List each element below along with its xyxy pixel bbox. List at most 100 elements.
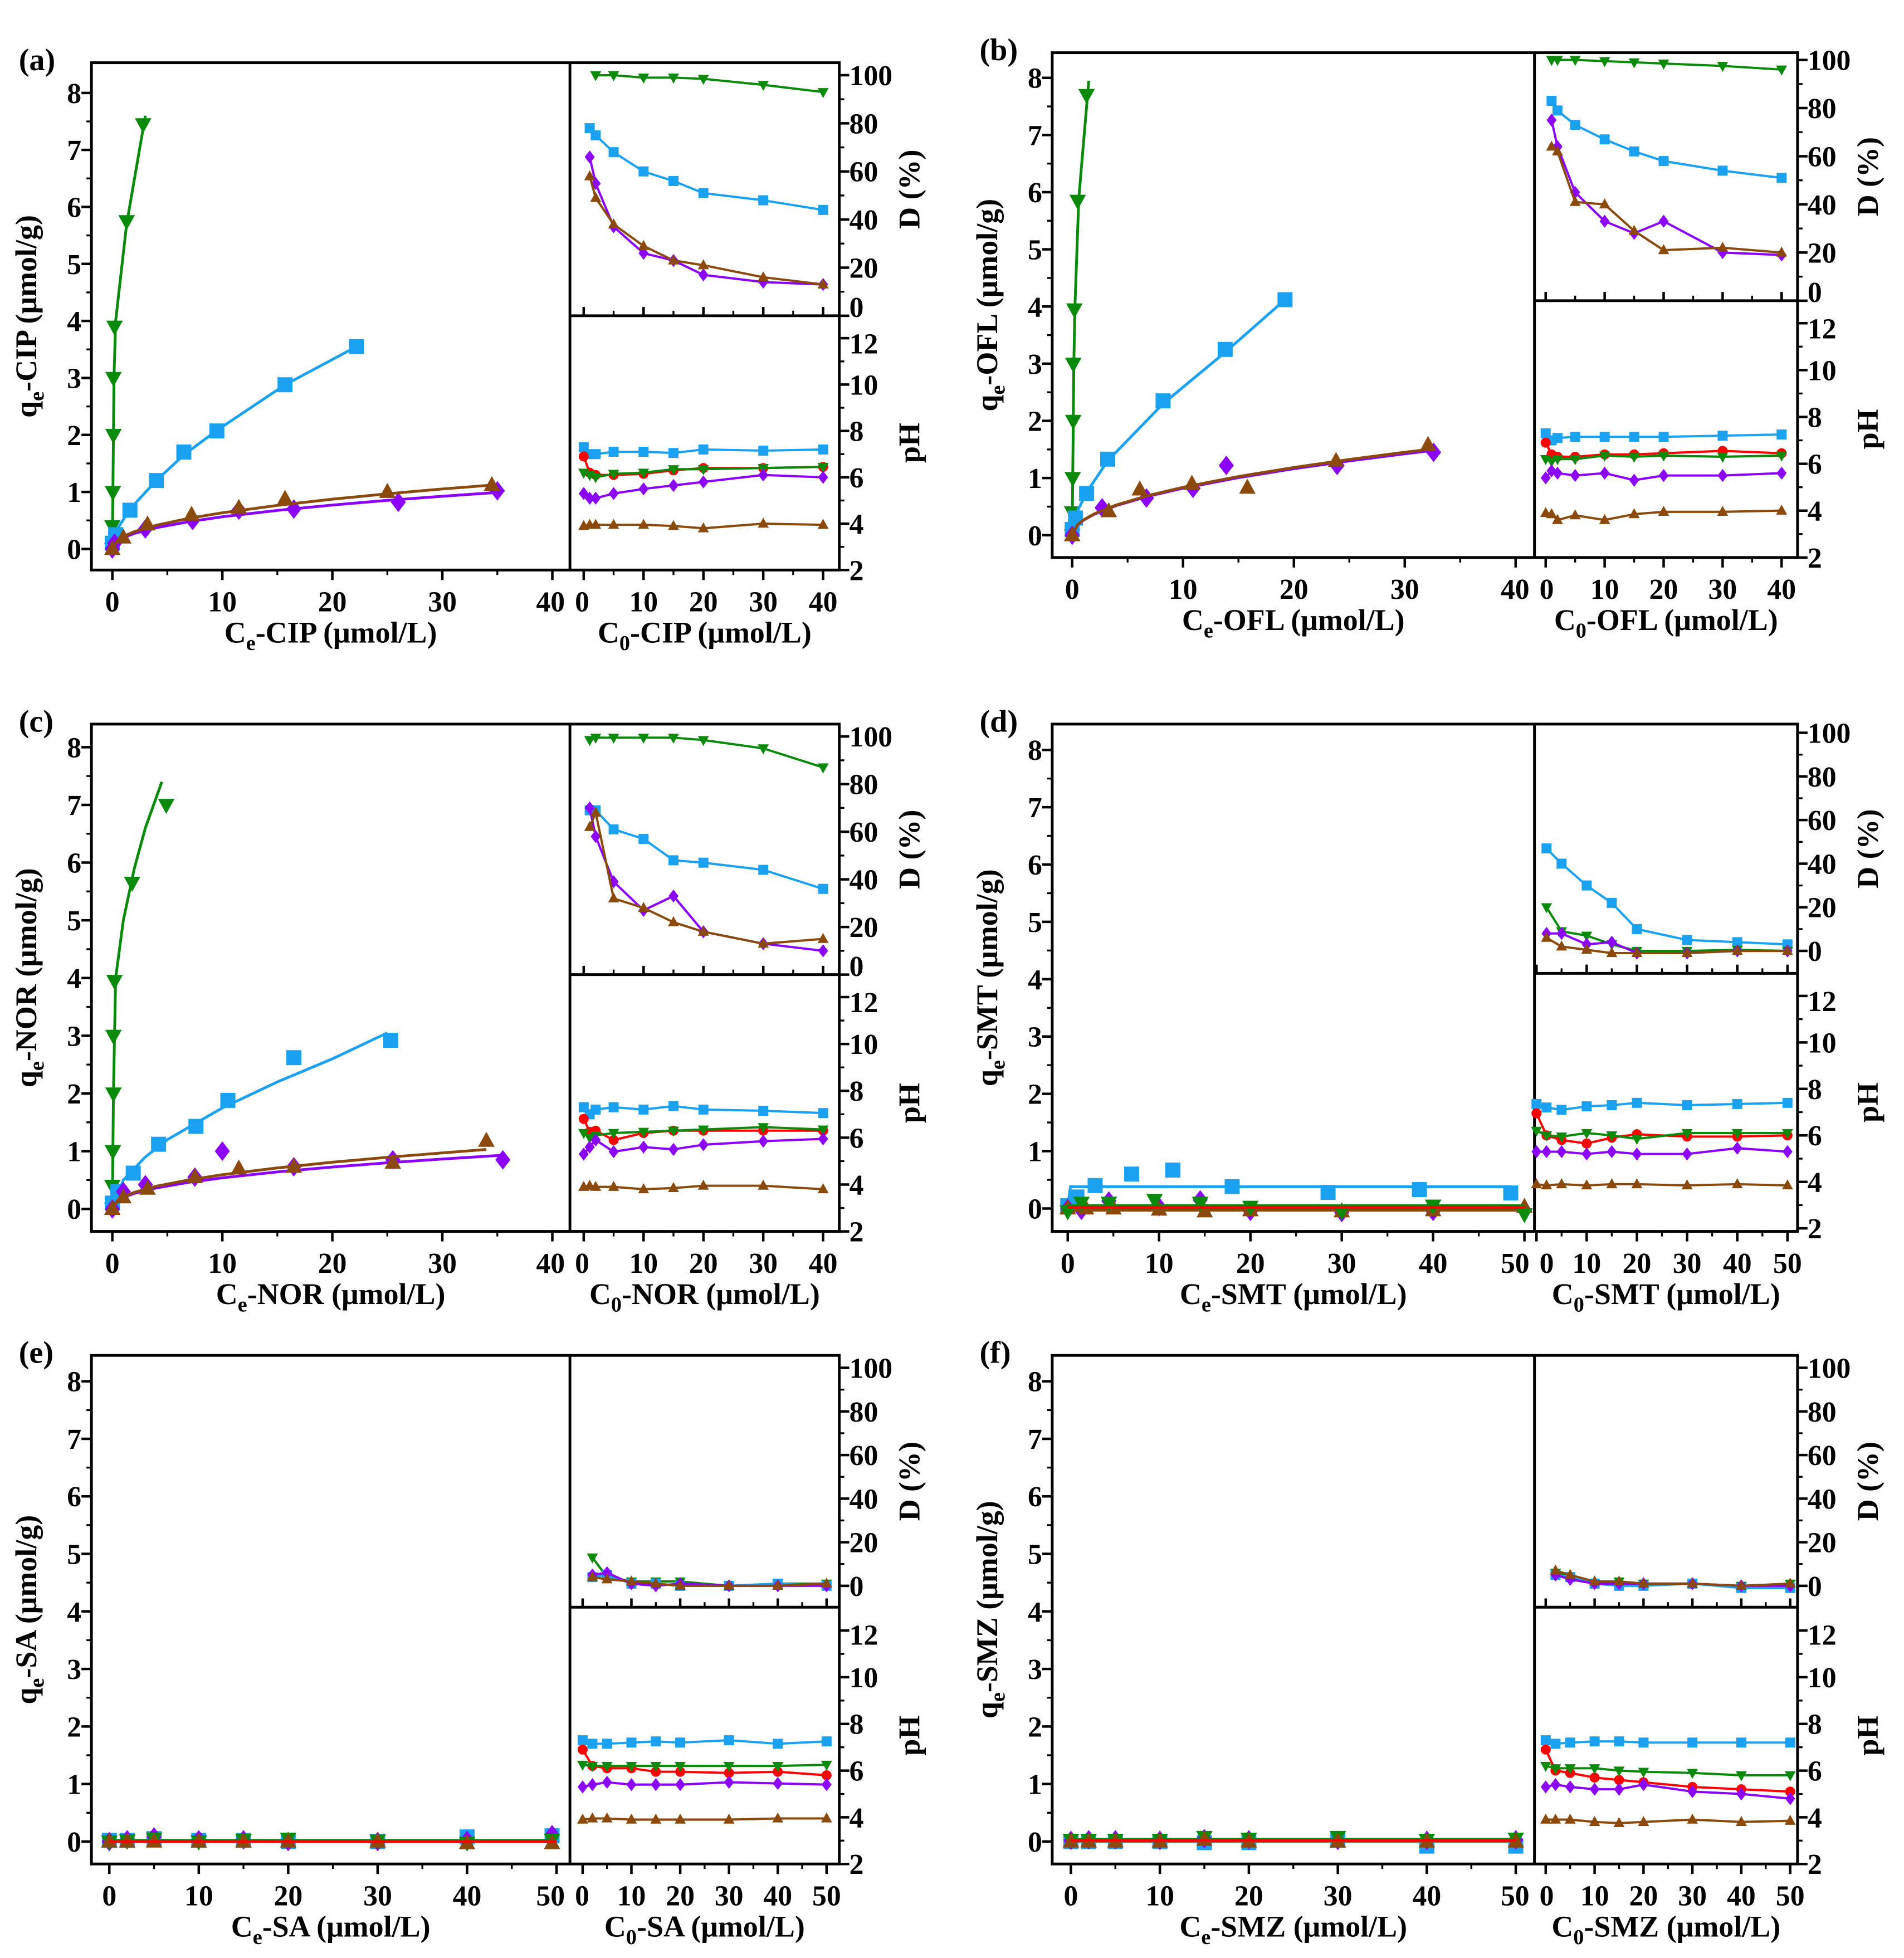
y-tick-label: 10 xyxy=(1808,1027,1837,1059)
x-tick-label: 50 xyxy=(536,1880,565,1912)
axis-label: D (%) xyxy=(893,1442,926,1521)
data-point-marker xyxy=(817,1125,829,1136)
series-line xyxy=(582,1764,827,1767)
data-point-marker xyxy=(1546,508,1558,519)
fit-line xyxy=(1071,448,1438,536)
y-tick-label: 10 xyxy=(850,369,878,401)
data-point-marker xyxy=(638,482,649,496)
data-point-marker xyxy=(1531,1098,1542,1109)
data-point-marker xyxy=(1550,1813,1561,1824)
series-blue-square xyxy=(578,1101,828,1120)
y-tick-label: 100 xyxy=(850,1353,893,1385)
data-point-marker xyxy=(590,473,602,484)
axis-label: qe-NOR (μmol/g) xyxy=(9,868,48,1087)
axis-label-main: C xyxy=(1552,1277,1574,1311)
data-point-marker xyxy=(1632,1147,1642,1161)
data-point-marker xyxy=(176,444,192,460)
axis-label: pH xyxy=(893,1716,926,1756)
data-point-marker xyxy=(1564,1813,1576,1824)
data-point-marker xyxy=(1581,1101,1592,1112)
y-tick-label: 40 xyxy=(1808,189,1837,221)
data-point-marker xyxy=(1613,1817,1625,1828)
data-point-marker xyxy=(1100,1197,1117,1212)
data-point-marker xyxy=(697,736,709,746)
y-tick-label: 7 xyxy=(67,1424,81,1456)
data-point-marker xyxy=(608,1145,619,1159)
axis-label-main: q xyxy=(9,401,43,418)
x-tick-label: 40 xyxy=(809,587,838,618)
data-point-marker xyxy=(1658,468,1669,482)
data-point-marker xyxy=(587,1778,598,1791)
y-tick-label: 40 xyxy=(850,1483,878,1515)
data-point-marker xyxy=(139,1179,156,1195)
y-tick-label: 12 xyxy=(850,328,878,360)
series-line xyxy=(582,1739,827,1745)
data-point-marker xyxy=(1682,1147,1692,1161)
data-point-marker xyxy=(602,1566,612,1580)
axis-label: Ce-SMT (μmol/L) xyxy=(1180,1277,1407,1316)
data-point-marker xyxy=(724,1735,734,1746)
axis-label: C0-SMT (μmol/L) xyxy=(1552,1277,1780,1316)
data-point-marker xyxy=(1541,903,1553,914)
series-line xyxy=(588,809,823,945)
data-point-marker xyxy=(1658,432,1669,442)
data-point-marker xyxy=(650,1761,662,1772)
data-point-marker xyxy=(1556,1178,1568,1189)
y-tick-label: 2 xyxy=(1808,1849,1822,1881)
data-point-marker xyxy=(590,1180,602,1191)
data-point-marker xyxy=(1606,1178,1618,1189)
data-point-marker xyxy=(668,465,679,476)
series-purple-diamond xyxy=(1546,113,1787,262)
data-point-marker xyxy=(626,1761,637,1772)
series-purple-diamond xyxy=(105,481,505,559)
data-point-marker xyxy=(1183,475,1200,490)
y-tick-label: 20 xyxy=(850,912,878,944)
data-point-marker xyxy=(484,476,500,491)
y-tick-label: 3 xyxy=(1028,1654,1042,1686)
data-point-marker xyxy=(1277,292,1293,307)
removal-plot: 0 20 40 60 80 100 D (%) xyxy=(581,1353,926,1608)
y-tick-label: 10 xyxy=(1808,355,1837,387)
data-point-marker xyxy=(1552,145,1563,156)
data-point-marker xyxy=(1776,466,1787,480)
data-point-marker xyxy=(1628,224,1640,235)
data-point-marker xyxy=(608,71,619,81)
series-brown-triangle-up xyxy=(104,1131,495,1215)
y-tick-label: 40 xyxy=(850,204,878,236)
series-line xyxy=(1536,1147,1788,1155)
x-tick-label: 0 xyxy=(575,1880,589,1912)
data-point-marker xyxy=(104,540,121,555)
data-point-marker xyxy=(1629,473,1639,487)
series-green-triangle-down xyxy=(577,1760,832,1772)
y-tick-label: 2 xyxy=(67,420,81,452)
data-point-marker xyxy=(577,1744,588,1755)
x-tick-label: 30 xyxy=(1678,1880,1707,1912)
axis-label: C0-NOR (μmol/L) xyxy=(589,1277,820,1316)
data-point-marker xyxy=(495,1150,511,1170)
y-tick-label: 2 xyxy=(67,1711,81,1743)
y-tick-label: 8 xyxy=(1808,1074,1822,1106)
y-tick-label: 0 xyxy=(850,1571,864,1603)
data-point-marker xyxy=(818,471,828,484)
axis-label: pH xyxy=(1851,1716,1885,1756)
x-tick-label: 50 xyxy=(812,1880,841,1912)
data-point-marker xyxy=(106,320,123,336)
series-line xyxy=(589,809,824,890)
data-point-marker xyxy=(1781,1129,1793,1139)
y-tick-label: 6 xyxy=(850,1756,864,1788)
data-point-marker xyxy=(1531,1178,1542,1189)
data-point-marker xyxy=(1589,1783,1600,1796)
data-point-marker xyxy=(1599,198,1610,209)
data-point-marker xyxy=(608,487,619,500)
series-purple-diamond xyxy=(101,1824,560,1852)
axis-label-rest: -NOR (μmol/L) xyxy=(622,1277,820,1311)
x-tick-label: 40 xyxy=(536,1248,565,1280)
fit-line xyxy=(111,1148,487,1210)
data-point-marker xyxy=(821,1812,832,1823)
series-line xyxy=(1555,1569,1790,1587)
data-point-marker xyxy=(758,938,769,948)
y-tick-label: 100 xyxy=(850,721,893,753)
data-point-marker xyxy=(1606,1131,1618,1142)
